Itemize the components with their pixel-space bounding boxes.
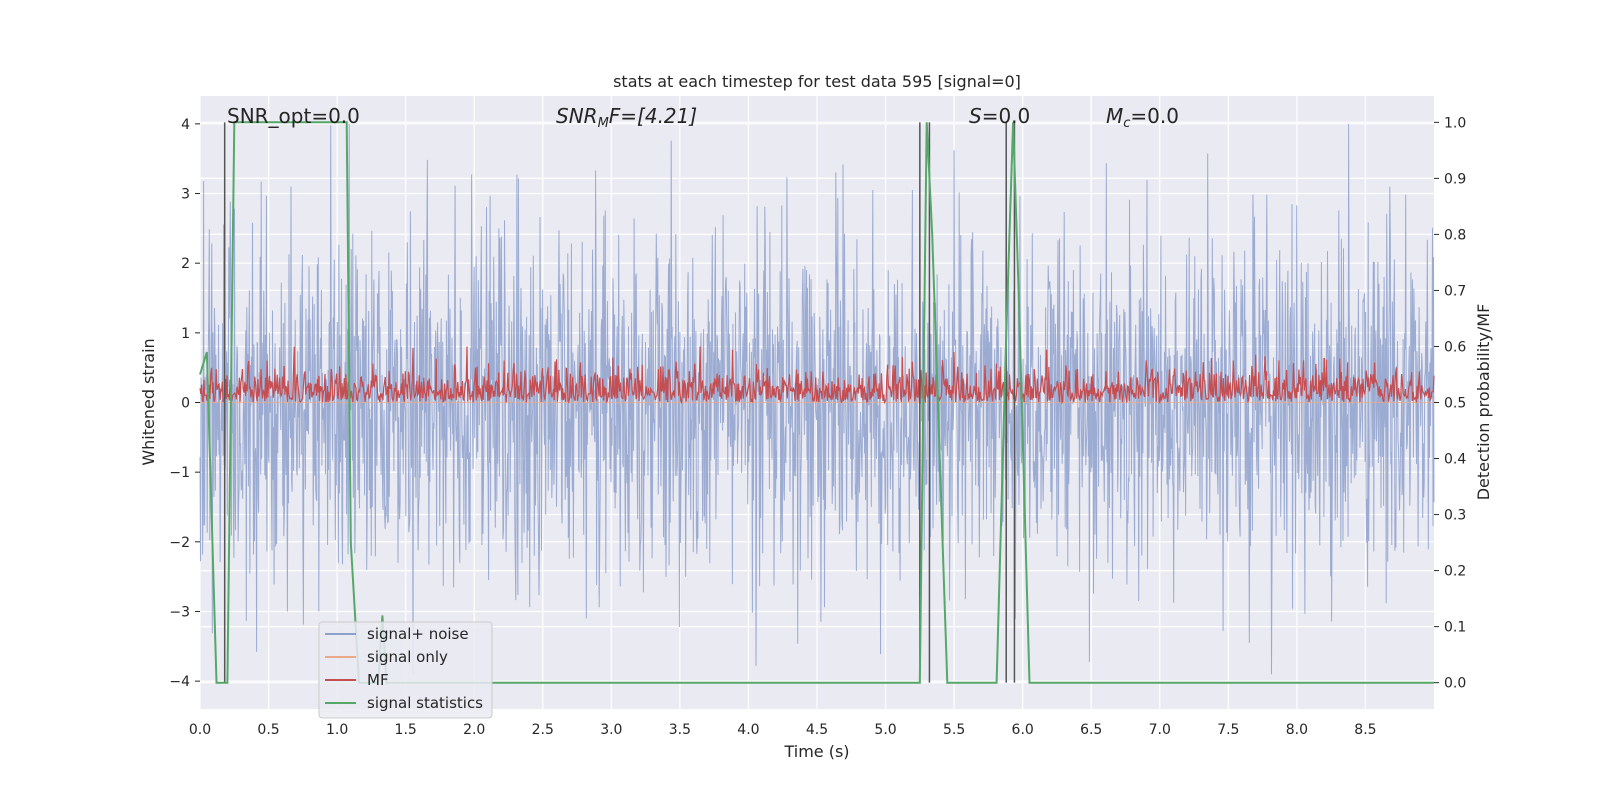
x-tick-label: 8.0 [1286, 722, 1308, 738]
legend-box [318, 621, 493, 719]
y-right-tick-label: 0.0 [1444, 676, 1466, 692]
x-tick-label: 7.0 [1149, 722, 1171, 738]
y-right-tick-label: 0.2 [1444, 564, 1466, 580]
x-axis-ticks: 0.0 0.5 1.0 1.5 2.0 2.5 3.0 3.5 4.0 4.5 5.0 5.5 6.0 6… [189, 722, 1377, 738]
y-axis-label: Whitened strain [139, 338, 158, 465]
x-tick-label: 3.5 [669, 722, 691, 738]
mc-sub: c [1123, 116, 1130, 131]
y-right-axis-ticks: 1.0 0.9 0.8 0.7 0.6 0.5 0.4 0.3 0.2 0.1 0.0 [1434, 115, 1466, 692]
s-main: S [969, 104, 982, 128]
chart-title: stats at each timestep for test data 595… [613, 72, 1021, 91]
mc-main: M [1106, 104, 1123, 128]
x-tick-label: 4.0 [737, 722, 759, 738]
y-tick-label: 4 [181, 117, 190, 133]
y-tick-label: −1 [169, 465, 190, 481]
x-axis-label: Time (s) [783, 742, 849, 761]
y-tick-label: 1 [181, 326, 190, 342]
snr-mf-main: SNR [556, 104, 598, 128]
y-right-tick-label: 1.0 [1444, 115, 1466, 131]
mc-rest: =0.0 [1130, 104, 1179, 128]
x-tick-label: 5.0 [874, 722, 896, 738]
y-right-tick-label: 0.5 [1444, 396, 1466, 412]
legend-label-mf: MF [367, 671, 389, 689]
x-tick-label: 4.5 [806, 722, 828, 738]
snr-mf-sub: M [598, 116, 609, 131]
annotation-snr-mf: SNRMF=[4.21] [556, 104, 697, 131]
x-tick-label: 3.0 [600, 722, 622, 738]
vertical-markers [223, 122, 1016, 683]
x-tick-label: 2.5 [532, 722, 554, 738]
x-tick-label: 0.0 [189, 722, 211, 738]
x-tick-label: 2.0 [463, 722, 485, 738]
x-tick-label: 6.0 [1012, 722, 1034, 738]
mf-line [199, 346, 1435, 405]
y-tick-label: −2 [169, 535, 190, 551]
y-right-tick-label: 0.4 [1444, 452, 1466, 468]
legend-label-signal-only: signal only [367, 648, 448, 666]
x-tick-label: 0.5 [257, 722, 279, 738]
legend-label-signal-noise: signal+ noise [367, 625, 469, 643]
x-tick-label: 8.5 [1354, 722, 1376, 738]
x-tick-label: 7.5 [1217, 722, 1239, 738]
snr-mf-rest-italic: F=[4.21] [609, 104, 697, 128]
y-tick-label: 2 [181, 256, 190, 272]
y-right-tick-label: 0.9 [1444, 171, 1466, 187]
legend: signal+ noise signal only MF signal stat… [318, 621, 493, 719]
x-tick-label: 5.5 [943, 722, 965, 738]
x-tick-label: 6.5 [1080, 722, 1102, 738]
y-right-tick-label: 0.3 [1444, 508, 1466, 524]
series-mf [199, 346, 1435, 405]
y-tick-label: −4 [169, 674, 190, 690]
y-right-tick-label: 0.8 [1444, 227, 1466, 243]
y-axis-ticks: 4 3 2 1 0 −1 −2 −3 −4 [169, 117, 200, 690]
y-tick-label: −3 [169, 604, 190, 620]
y-tick-label: 3 [181, 187, 190, 203]
annotation-s: S=0.0 [969, 104, 1030, 128]
y-tick-label: 0 [181, 396, 190, 412]
y-right-tick-label: 0.7 [1444, 283, 1466, 299]
annotation-snr-opt: SNR_opt=0.0 [227, 104, 360, 128]
y-right-tick-label: 0.1 [1444, 620, 1466, 636]
x-tick-label: 1.0 [326, 722, 348, 738]
annotation-mc: Mc=0.0 [1106, 104, 1179, 131]
y-right-tick-label: 0.6 [1444, 339, 1466, 355]
s-rest: =0.0 [982, 104, 1031, 128]
legend-label-signal-statistics: signal statistics [367, 694, 483, 712]
x-tick-label: 1.5 [395, 722, 417, 738]
y-right-axis-label: Detection probability/MF [1474, 304, 1493, 501]
